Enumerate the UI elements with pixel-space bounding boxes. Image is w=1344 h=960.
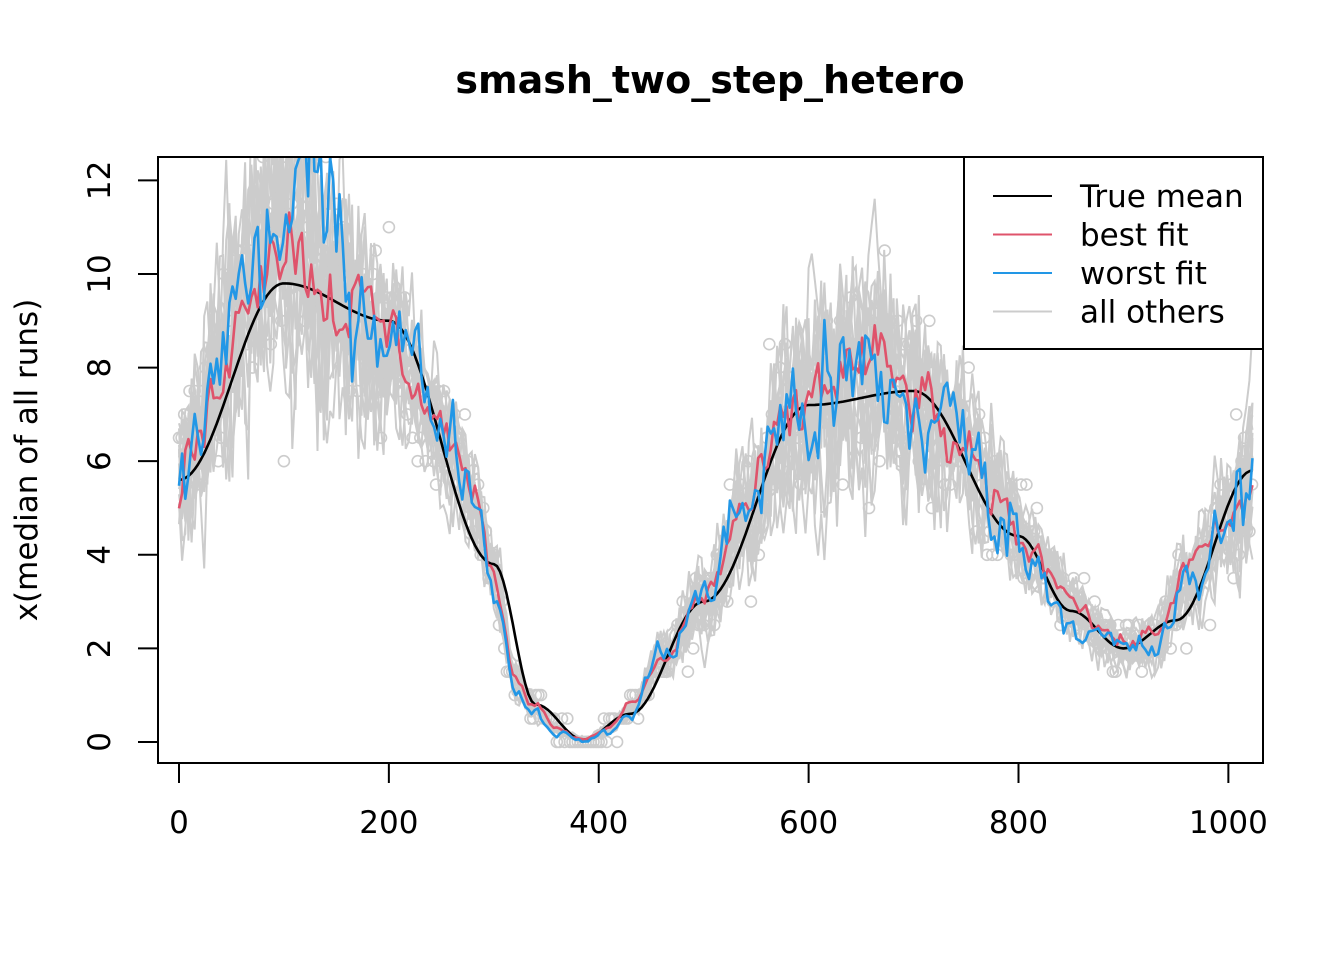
x-tick-label: 0 xyxy=(169,805,189,841)
x-tick-label: 600 xyxy=(779,805,838,841)
observation-point xyxy=(985,548,999,562)
y-tick-label: 10 xyxy=(82,254,118,293)
observation-point xyxy=(1030,501,1044,515)
fit-lines xyxy=(177,157,1254,744)
x-axis: 0 200 400 600 800 1000 xyxy=(169,762,1268,841)
y-axis: 0 2 4 6 8 10 12 xyxy=(82,161,159,752)
legend-box xyxy=(963,156,1264,350)
y-tick-label: 4 xyxy=(82,545,118,565)
observation-point xyxy=(1135,665,1149,679)
legend-label: worst fit xyxy=(1080,256,1207,292)
legend-label: True mean xyxy=(1079,179,1244,215)
legend-label: best fit xyxy=(1080,218,1189,254)
observation-point xyxy=(681,665,695,679)
x-tick-label: 1000 xyxy=(1189,805,1268,841)
observation-point xyxy=(1077,571,1091,585)
observation-point xyxy=(744,595,758,608)
observation-point xyxy=(382,220,396,234)
y-axis-label: x(median of all runs) xyxy=(9,299,45,622)
all-others-line xyxy=(178,157,1254,741)
observation-point xyxy=(250,81,261,92)
observation-point xyxy=(1020,478,1033,491)
all-others-line xyxy=(178,184,1254,740)
observation-point xyxy=(836,478,850,491)
observation-point xyxy=(560,712,574,725)
x-tick-label: 800 xyxy=(989,805,1048,841)
y-tick-label: 6 xyxy=(82,451,118,471)
chart-title: smash_two_step_hetero xyxy=(455,58,964,102)
y-tick-label: 0 xyxy=(82,732,118,752)
y-tick-label: 2 xyxy=(82,638,118,658)
observation-point xyxy=(1203,618,1217,632)
legend-label: all others xyxy=(1080,295,1225,331)
x-tick-label: 400 xyxy=(569,805,628,841)
y-tick-label: 8 xyxy=(82,358,118,378)
observation-point xyxy=(277,454,291,468)
observation-point xyxy=(610,735,624,749)
observation-point xyxy=(1180,642,1193,655)
observation-point xyxy=(1014,478,1028,491)
worst-fit-line xyxy=(177,157,1254,744)
observation-point xyxy=(1229,408,1243,421)
observation-point xyxy=(862,501,876,515)
observation-point xyxy=(458,408,472,421)
observation-point xyxy=(319,157,333,164)
observation-point xyxy=(762,337,776,351)
observation-point xyxy=(922,314,936,328)
observation-point xyxy=(534,688,548,702)
y-tick-label: 12 xyxy=(82,161,118,200)
best-fit-line xyxy=(177,211,1254,741)
x-tick-label: 200 xyxy=(359,805,418,841)
